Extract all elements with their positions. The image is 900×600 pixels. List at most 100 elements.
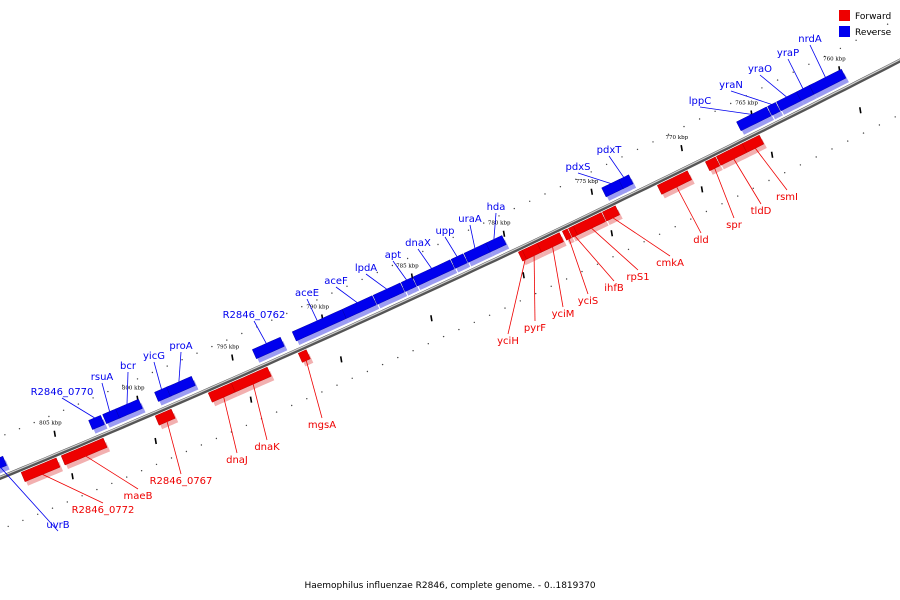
gene-R2846_0772[interactable]	[20, 457, 61, 483]
gene-label-R2846_0767[interactable]: R2846_0767	[150, 476, 213, 487]
gene-cmkA[interactable]	[601, 205, 621, 222]
gene-label-maeB[interactable]: maeB	[124, 491, 153, 502]
minor-tick-inner	[126, 476, 128, 478]
gene-yciS[interactable]	[561, 228, 572, 241]
gene-label-dnaJ[interactable]: dnaJ	[226, 455, 248, 466]
minor-tick-outer	[590, 171, 592, 173]
gene-label-rsmI[interactable]: rsmI	[776, 192, 798, 203]
gene-label-leaders	[0, 44, 826, 532]
minor-tick-inner	[627, 248, 630, 251]
gene-yciM[interactable]	[536, 232, 564, 253]
gene-label-R2846_0762[interactable]: R2846_0762	[223, 310, 286, 321]
gene-label-dnaK[interactable]: dnaK	[254, 442, 280, 453]
major-tick	[522, 272, 525, 279]
gene-yraN[interactable]	[767, 102, 781, 116]
gene-label-R2846_0770[interactable]: R2846_0770	[31, 387, 94, 398]
minor-tick-inner	[768, 179, 770, 182]
gene-label-yicG[interactable]: yicG	[143, 351, 165, 362]
gene-label-cmkA[interactable]: cmkA	[656, 258, 684, 269]
gene-R2846_0762[interactable]	[251, 336, 285, 360]
minor-tick-outer	[151, 371, 154, 374]
minor-tick-outer	[698, 118, 701, 120]
gene-label-yraP[interactable]: yraP	[777, 48, 799, 59]
gene-label-yciM[interactable]: yciM	[552, 309, 575, 320]
leader-mgsA	[305, 360, 323, 419]
gene-dld[interactable]	[656, 170, 693, 195]
gene-label-tldD[interactable]: tldD	[751, 206, 772, 217]
gene-label-dld[interactable]: dld	[693, 235, 708, 246]
gene-upp[interactable]	[450, 253, 468, 269]
gene-label-R2846_0772[interactable]: R2846_0772	[72, 505, 135, 516]
gene-spr[interactable]	[704, 156, 721, 172]
gene-rpS1[interactable]	[572, 212, 606, 236]
gene-label-aceE[interactable]: aceE	[295, 288, 319, 299]
gene-hda[interactable]	[485, 235, 507, 253]
minor-tick-outer	[18, 428, 21, 430]
minor-tick-outer	[107, 390, 109, 393]
gene-label-apt[interactable]: apt	[385, 250, 401, 261]
gene-aceF[interactable]	[341, 295, 377, 319]
gene-lppC[interactable]	[736, 106, 772, 132]
gene-label-rpS1[interactable]: rpS1	[626, 272, 649, 283]
gene-label-uvrB[interactable]: uvrB	[46, 520, 69, 531]
gene-label-yciH[interactable]: yciH	[497, 336, 519, 347]
gene-label-dnaX[interactable]: dnaX	[405, 238, 431, 249]
gene-rsmI[interactable]	[741, 134, 765, 153]
leader-yraN	[730, 90, 772, 105]
gene-label-upp[interactable]: upp	[435, 226, 454, 237]
gene-uvrB[interactable]	[0, 455, 7, 473]
kbp-tick-label: 780 kbp	[488, 221, 511, 227]
gene-label-yraO[interactable]: yraO	[748, 64, 772, 75]
gene-lpdA[interactable]	[372, 282, 405, 305]
gene-label-lpdA[interactable]: lpdA	[355, 263, 377, 274]
leader-aceE	[306, 298, 318, 321]
gene-label-bcr[interactable]: bcr	[120, 361, 137, 372]
gene-label-nrdA[interactable]: nrdA	[798, 34, 822, 45]
gene-mgsA[interactable]	[297, 349, 311, 363]
gene-label-aceF[interactable]: aceF	[324, 276, 348, 287]
minor-tick-inner	[705, 210, 708, 213]
gene-dnaX[interactable]	[412, 259, 455, 287]
gene-label-rsuA[interactable]: rsuA	[91, 372, 114, 383]
gene-R2846_0770[interactable]	[88, 415, 105, 430]
gene-label-uraA[interactable]: uraA	[458, 214, 482, 225]
gene-label-pyrF[interactable]: pyrF	[524, 323, 546, 334]
gene-dnaK[interactable]	[230, 366, 272, 393]
gene-label-lppC[interactable]: lppC	[689, 96, 711, 107]
minor-tick-outer	[286, 312, 288, 315]
minor-tick-outer	[181, 359, 183, 361]
gene-label-proA[interactable]: proA	[169, 341, 192, 352]
gene-nrdA[interactable]	[809, 68, 847, 95]
minor-tick-inner	[550, 285, 552, 287]
gene-label-pdxT[interactable]: pdxT	[597, 145, 623, 156]
leader-yciH	[507, 259, 526, 335]
major-tick	[154, 437, 157, 445]
gene-label-yraN[interactable]: yraN	[719, 80, 743, 91]
gene-apt[interactable]	[400, 277, 417, 292]
minor-tick-inner	[336, 384, 338, 386]
minor-tick-inner	[412, 350, 414, 352]
minor-tick-inner	[847, 140, 849, 142]
minor-tick-inner	[397, 356, 399, 359]
gene-pdxT[interactable]	[618, 174, 634, 190]
gene-label-hda[interactable]: hda	[487, 202, 506, 213]
gene-maeB[interactable]	[60, 437, 108, 466]
gene-label-mgsA[interactable]: mgsA	[308, 420, 336, 431]
leader-uvrB	[0, 466, 59, 532]
gene-label-ihfB[interactable]: ihfB	[604, 283, 624, 294]
minor-tick-inner	[752, 187, 754, 189]
gene-bcr[interactable]	[115, 398, 143, 419]
gene-label-spr[interactable]: spr	[726, 220, 743, 231]
gene-label-pdxS[interactable]: pdxS	[566, 162, 591, 173]
minor-tick-outer	[437, 243, 439, 246]
minor-tick-outer	[122, 384, 124, 386]
minor-tick-inner	[37, 513, 39, 515]
leader-proA	[178, 351, 182, 382]
gene-proA[interactable]	[166, 375, 196, 397]
leader-yciS	[568, 238, 589, 295]
minor-tick-inner	[784, 172, 786, 174]
gene-label-yciS[interactable]: yciS	[578, 296, 599, 307]
gene-R2846_0767[interactable]	[154, 408, 176, 426]
minor-tick-outer	[196, 352, 198, 354]
